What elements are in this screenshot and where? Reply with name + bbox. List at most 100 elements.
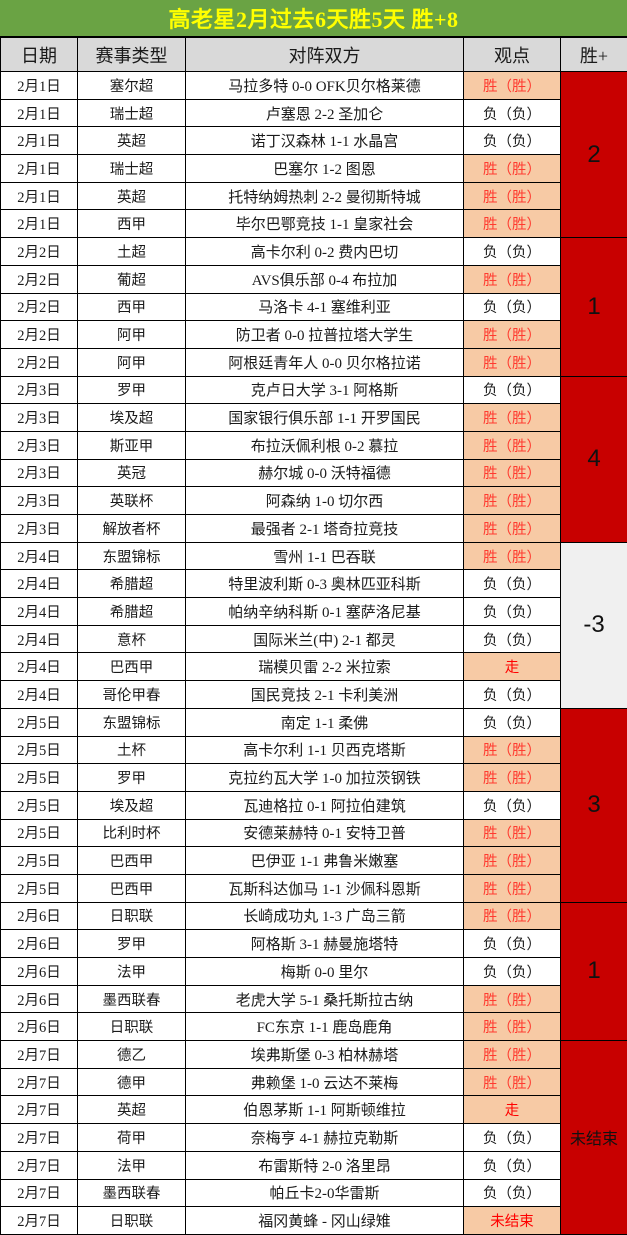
table-row: 2月2日阿甲阿根廷青年人 0-0 贝尔格拉诺胜（胜） bbox=[1, 348, 627, 376]
results-table: 日期 赛事类型 对阵双方 观点 胜+ 2月1日塞尔超马拉多特 0-0 OFK贝尔… bbox=[0, 37, 627, 1235]
cell-match: 克卢日大学 3-1 阿格斯 bbox=[186, 376, 464, 404]
table-row: 2月3日英联杯阿森纳 1-0 切尔西胜（胜） bbox=[1, 487, 627, 515]
table-row: 2月5日东盟锦标南定 1-1 柔佛负（负）3 bbox=[1, 708, 627, 736]
table-row: 2月4日希腊超特里波利斯 0-3 奥林匹亚科斯负（负） bbox=[1, 570, 627, 598]
cell-league: 斯亚甲 bbox=[78, 431, 186, 459]
header-row: 日期 赛事类型 对阵双方 观点 胜+ bbox=[1, 38, 627, 72]
header-date: 日期 bbox=[1, 38, 78, 72]
table-row: 2月5日巴西甲巴伊亚 1-1 弗鲁米嫩塞胜（胜） bbox=[1, 847, 627, 875]
cell-date: 2月6日 bbox=[1, 902, 78, 930]
cell-league: 英冠 bbox=[78, 459, 186, 487]
cell-match: 福冈黄蜂 - 冈山绿雉 bbox=[186, 1207, 464, 1235]
cell-match: 巴伊亚 1-1 弗鲁米嫩塞 bbox=[186, 847, 464, 875]
cell-match: 防卫者 0-0 拉普拉塔大学生 bbox=[186, 321, 464, 349]
table-row: 2月4日东盟锦标雪州 1-1 巴吞联胜（胜）-3 bbox=[1, 542, 627, 570]
cell-league: 法甲 bbox=[78, 958, 186, 986]
cell-opinion: 胜（胜） bbox=[464, 404, 561, 432]
cell-date: 2月4日 bbox=[1, 570, 78, 598]
cell-opinion: 胜（胜） bbox=[464, 847, 561, 875]
table-row: 2月7日日职联福冈黄蜂 - 冈山绿雉未结束 bbox=[1, 1207, 627, 1235]
cell-league: 英超 bbox=[78, 182, 186, 210]
cell-league: 土超 bbox=[78, 238, 186, 266]
cell-opinion: 胜（胜） bbox=[464, 1068, 561, 1096]
table-row: 2月3日解放者杯最强者 2-1 塔奇拉竞技胜（胜） bbox=[1, 515, 627, 543]
table-row: 2月6日罗甲阿格斯 3-1 赫曼施塔特负（负） bbox=[1, 930, 627, 958]
cell-date: 2月1日 bbox=[1, 72, 78, 100]
cell-league: 解放者杯 bbox=[78, 515, 186, 543]
cell-league: 土杯 bbox=[78, 736, 186, 764]
cell-league: 墨西联春 bbox=[78, 1179, 186, 1207]
cell-match: 马拉多特 0-0 OFK贝尔格莱德 bbox=[186, 72, 464, 100]
cell-date: 2月1日 bbox=[1, 210, 78, 238]
cell-opinion: 胜（胜） bbox=[464, 431, 561, 459]
cell-opinion: 胜（胜） bbox=[464, 72, 561, 100]
cell-league: 罗甲 bbox=[78, 930, 186, 958]
cell-date: 2月2日 bbox=[1, 265, 78, 293]
cell-opinion: 负（负） bbox=[464, 958, 561, 986]
cell-league: 意杯 bbox=[78, 625, 186, 653]
cell-league: 德甲 bbox=[78, 1068, 186, 1096]
cell-opinion: 胜（胜） bbox=[464, 985, 561, 1013]
cell-match: 高卡尔利 1-1 贝西克塔斯 bbox=[186, 736, 464, 764]
cell-match: 安德莱赫特 0-1 安特卫普 bbox=[186, 819, 464, 847]
cell-match: 高卡尔利 0-2 费内巴切 bbox=[186, 238, 464, 266]
cell-group-score: 1 bbox=[561, 902, 627, 1040]
cell-opinion: 胜（胜） bbox=[464, 515, 561, 543]
cell-opinion: 负（负） bbox=[464, 376, 561, 404]
cell-opinion: 胜（胜） bbox=[464, 459, 561, 487]
table-row: 2月7日荷甲奈梅亨 4-1 赫拉克勒斯负（负） bbox=[1, 1124, 627, 1152]
cell-opinion: 负（负） bbox=[464, 708, 561, 736]
table-row: 2月3日埃及超国家银行俱乐部 1-1 开罗国民胜（胜） bbox=[1, 404, 627, 432]
cell-match: 毕尔巴鄂竞技 1-1 皇家社会 bbox=[186, 210, 464, 238]
cell-league: 埃及超 bbox=[78, 404, 186, 432]
cell-league: 瑞士超 bbox=[78, 99, 186, 127]
table-row: 2月6日墨西联春老虎大学 5-1 桑托斯拉古纳胜（胜） bbox=[1, 985, 627, 1013]
table-row: 2月5日罗甲克拉约瓦大学 1-0 加拉茨钢铁胜（胜） bbox=[1, 764, 627, 792]
cell-match: 赫尔城 0-0 沃特福德 bbox=[186, 459, 464, 487]
cell-match: 国际米兰(中) 2-1 都灵 bbox=[186, 625, 464, 653]
table-row: 2月7日德甲弗赖堡 1-0 云达不莱梅胜（胜） bbox=[1, 1068, 627, 1096]
cell-league: 罗甲 bbox=[78, 764, 186, 792]
cell-league: 日职联 bbox=[78, 902, 186, 930]
cell-opinion: 负（负） bbox=[464, 681, 561, 709]
cell-group-score: 1 bbox=[561, 238, 627, 376]
cell-league: 法甲 bbox=[78, 1151, 186, 1179]
cell-match: 布雷斯特 2-0 洛里昂 bbox=[186, 1151, 464, 1179]
cell-date: 2月4日 bbox=[1, 542, 78, 570]
cell-opinion: 负（负） bbox=[464, 1124, 561, 1152]
cell-match: 奈梅亨 4-1 赫拉克勒斯 bbox=[186, 1124, 464, 1152]
cell-group-score: 2 bbox=[561, 72, 627, 238]
cell-match: 最强者 2-1 塔奇拉竞技 bbox=[186, 515, 464, 543]
cell-league: 墨西联春 bbox=[78, 985, 186, 1013]
cell-league: 日职联 bbox=[78, 1013, 186, 1041]
cell-opinion: 胜（胜） bbox=[464, 764, 561, 792]
cell-date: 2月5日 bbox=[1, 764, 78, 792]
cell-league: 阿甲 bbox=[78, 321, 186, 349]
table-header: 日期 赛事类型 对阵双方 观点 胜+ bbox=[1, 38, 627, 72]
cell-match: 国家银行俱乐部 1-1 开罗国民 bbox=[186, 404, 464, 432]
table-row: 2月4日希腊超帕纳辛纳科斯 0-1 塞萨洛尼基负（负） bbox=[1, 598, 627, 626]
cell-match: FC东京 1-1 鹿岛鹿角 bbox=[186, 1013, 464, 1041]
cell-opinion: 胜（胜） bbox=[464, 210, 561, 238]
cell-match: 诺丁汉森林 1-1 水晶宫 bbox=[186, 127, 464, 155]
cell-date: 2月2日 bbox=[1, 238, 78, 266]
cell-league: 希腊超 bbox=[78, 570, 186, 598]
cell-group-score: -3 bbox=[561, 542, 627, 708]
table-row: 2月1日西甲毕尔巴鄂竞技 1-1 皇家社会胜（胜） bbox=[1, 210, 627, 238]
cell-league: 塞尔超 bbox=[78, 72, 186, 100]
cell-opinion: 负（负） bbox=[464, 570, 561, 598]
table-row: 2月4日哥伦甲春国民竞技 2-1 卡利美洲负（负） bbox=[1, 681, 627, 709]
cell-date: 2月1日 bbox=[1, 155, 78, 183]
table-row: 2月7日墨西联春帕丘卡2-0华雷斯负（负） bbox=[1, 1179, 627, 1207]
cell-match: 瓦斯科达伽马 1-1 沙佩科恩斯 bbox=[186, 874, 464, 902]
cell-date: 2月6日 bbox=[1, 1013, 78, 1041]
table-row: 2月7日德乙埃弗斯堡 0-3 柏林赫塔胜（胜）未结束 bbox=[1, 1041, 627, 1069]
table-row: 2月1日塞尔超马拉多特 0-0 OFK贝尔格莱德胜（胜）2 bbox=[1, 72, 627, 100]
cell-opinion: 负（负） bbox=[464, 791, 561, 819]
cell-match: 雪州 1-1 巴吞联 bbox=[186, 542, 464, 570]
cell-match: 布拉沃佩利根 0-2 慕拉 bbox=[186, 431, 464, 459]
table-row: 2月4日意杯国际米兰(中) 2-1 都灵负（负） bbox=[1, 625, 627, 653]
cell-group-score: 3 bbox=[561, 708, 627, 902]
table-row: 2月5日比利时杯安德莱赫特 0-1 安特卫普胜（胜） bbox=[1, 819, 627, 847]
